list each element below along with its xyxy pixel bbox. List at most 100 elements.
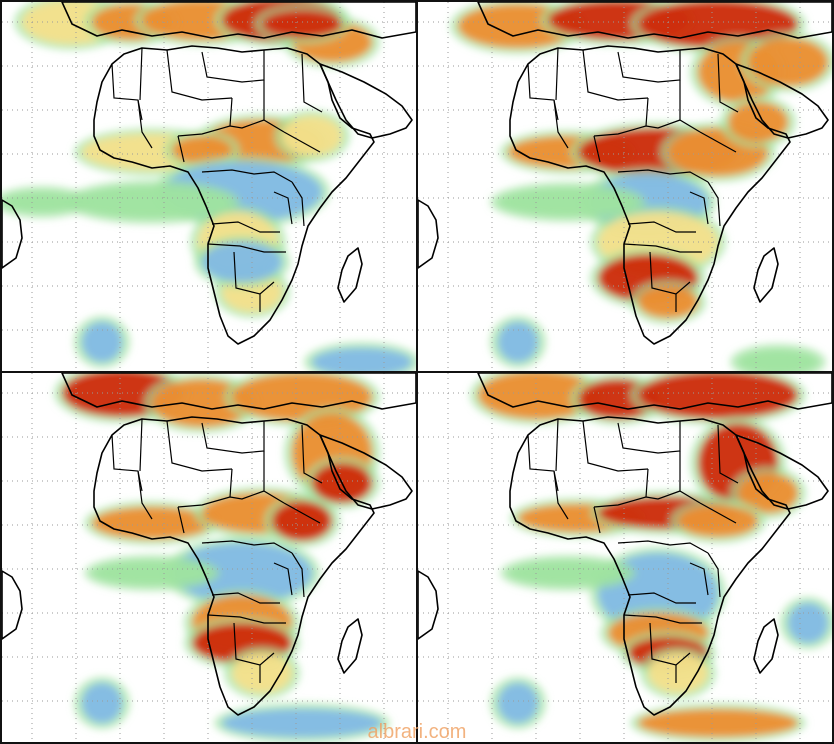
country-border bbox=[201, 169, 293, 183]
country-border bbox=[593, 97, 649, 137]
europe-coastline bbox=[477, 2, 832, 39]
madagascar-coastline bbox=[753, 247, 779, 303]
precip-area-orange bbox=[638, 709, 798, 737]
africa-coastline bbox=[93, 416, 375, 716]
country-borders bbox=[111, 418, 323, 683]
precip-area-red bbox=[262, 10, 342, 38]
country-border bbox=[617, 540, 709, 554]
country-border bbox=[201, 50, 265, 83]
europe-coastline bbox=[61, 2, 416, 39]
country-border bbox=[689, 191, 709, 225]
map-canvas bbox=[2, 373, 416, 742]
country-border bbox=[201, 540, 293, 554]
madagascar-coastline bbox=[753, 618, 779, 674]
country-border bbox=[527, 63, 559, 121]
country-border bbox=[553, 99, 569, 149]
country-border bbox=[301, 424, 323, 484]
country-border bbox=[649, 251, 691, 295]
country-border bbox=[291, 181, 305, 227]
country-border bbox=[111, 434, 143, 492]
graticule bbox=[418, 2, 832, 371]
precip-area-blue bbox=[498, 322, 538, 362]
madagascar-coastline bbox=[337, 618, 363, 674]
precip-field bbox=[450, 2, 832, 371]
country-border bbox=[699, 131, 737, 153]
country-border bbox=[707, 181, 721, 227]
watermark-text: albrari.com bbox=[367, 721, 467, 743]
country-border bbox=[137, 470, 153, 520]
country-border bbox=[273, 191, 293, 225]
precip-area-orange bbox=[92, 507, 212, 539]
africa-coastline bbox=[509, 416, 791, 716]
country-border bbox=[177, 97, 233, 137]
precip-area-red bbox=[638, 373, 798, 419]
country-border bbox=[623, 243, 702, 253]
south-america-coastline bbox=[418, 199, 439, 269]
precip-area-green bbox=[738, 350, 818, 371]
graticule bbox=[2, 373, 416, 742]
precip-area-blue bbox=[312, 348, 412, 371]
precip-area-orange bbox=[748, 38, 828, 86]
country-border bbox=[207, 243, 286, 253]
arabia-coastline bbox=[735, 63, 829, 139]
country-border bbox=[177, 468, 233, 508]
country-border bbox=[177, 135, 185, 163]
country-border bbox=[229, 490, 265, 500]
precip-area-orange bbox=[678, 505, 758, 537]
country-border bbox=[211, 592, 280, 604]
country-border bbox=[233, 251, 275, 295]
country-border bbox=[273, 562, 293, 596]
country-border bbox=[555, 47, 559, 101]
country-border bbox=[717, 424, 739, 484]
precip-area-yellow bbox=[282, 116, 342, 156]
map-canvas bbox=[2, 2, 416, 371]
precip-area-blue bbox=[788, 603, 828, 643]
country-border bbox=[527, 434, 559, 492]
country-border bbox=[689, 562, 709, 596]
country-border bbox=[207, 614, 286, 624]
country-border bbox=[582, 49, 649, 101]
precip-area-blue bbox=[202, 242, 282, 282]
graticule bbox=[418, 373, 832, 742]
south-america-coastline bbox=[418, 570, 439, 640]
country-border bbox=[177, 506, 185, 534]
country-border bbox=[699, 502, 737, 524]
south-america-coastline bbox=[2, 199, 23, 269]
precip-area-green bbox=[72, 186, 232, 218]
country-border bbox=[623, 614, 702, 624]
arabia-coastline bbox=[319, 63, 413, 139]
country-border bbox=[717, 53, 739, 113]
country-border bbox=[617, 421, 681, 454]
country-border bbox=[283, 131, 321, 153]
coastlines bbox=[418, 2, 832, 345]
precip-area-green bbox=[2, 192, 82, 212]
europe-coastline bbox=[477, 373, 832, 410]
map-canvas bbox=[418, 373, 832, 742]
country-border bbox=[649, 622, 691, 666]
country-border bbox=[201, 421, 265, 454]
coastlines bbox=[2, 373, 416, 716]
africa-coastline bbox=[509, 45, 791, 345]
country-border bbox=[139, 47, 143, 101]
coastlines bbox=[2, 2, 416, 345]
precip-area-green bbox=[92, 561, 212, 585]
map-canvas bbox=[418, 2, 832, 371]
country-border bbox=[283, 502, 321, 524]
coastlines bbox=[418, 373, 832, 716]
graticule bbox=[2, 2, 416, 371]
precip-area-green bbox=[508, 561, 628, 585]
country-border bbox=[627, 221, 696, 233]
map-panel-bottom-right bbox=[416, 371, 834, 744]
precip-area-blue bbox=[172, 543, 312, 603]
country-border bbox=[291, 552, 305, 598]
precip-field bbox=[2, 2, 416, 371]
africa-coastline bbox=[93, 45, 375, 345]
country-border bbox=[553, 470, 569, 520]
country-borders bbox=[527, 418, 739, 683]
country-border bbox=[137, 99, 153, 149]
precip-area-yellow bbox=[648, 653, 708, 693]
country-border bbox=[555, 418, 559, 472]
country-border bbox=[627, 592, 696, 604]
country-border bbox=[233, 622, 275, 666]
country-border bbox=[617, 169, 709, 183]
